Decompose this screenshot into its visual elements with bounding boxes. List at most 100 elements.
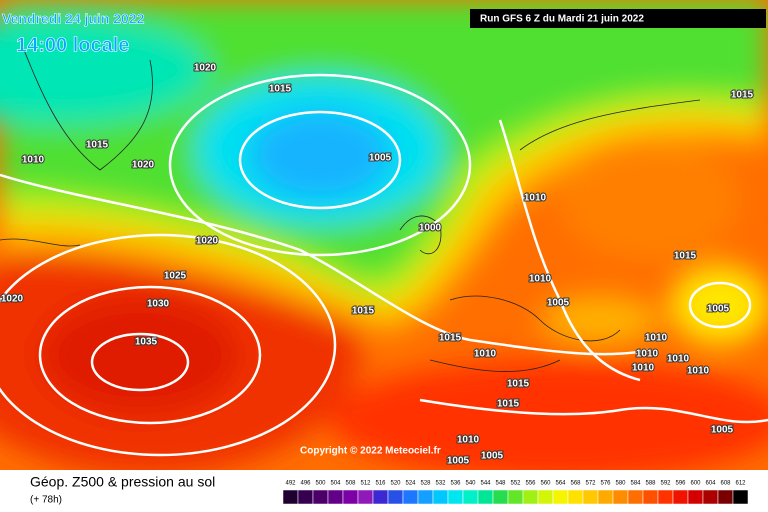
scale-swatch: [507, 489, 524, 505]
isobar-label: 1020: [1, 294, 24, 305]
isobar-label: 1015: [269, 84, 292, 95]
scale-label: 536: [450, 481, 461, 487]
scale-swatch: [417, 489, 434, 505]
isobar-label: 1020: [194, 63, 217, 74]
isobar-label: 1010: [645, 333, 668, 344]
geopotential-field: [0, 0, 768, 480]
scale-label: 588: [645, 481, 656, 487]
isobar-label: 1010: [457, 435, 480, 446]
scale-label: 520: [390, 481, 401, 487]
scale-label: 532: [435, 481, 446, 487]
scale-swatch: [282, 489, 299, 505]
scale-label: 576: [600, 481, 611, 487]
isobar-label: 1005: [447, 456, 470, 467]
scale-swatch: [402, 489, 419, 505]
isobar-label: 1015: [352, 306, 375, 317]
copyright: Copyright © 2022 Meteociel.fr: [300, 446, 441, 457]
scale-label: 500: [315, 481, 326, 487]
isobar-label: 1005: [711, 425, 734, 436]
scale-swatch: [567, 489, 584, 505]
scale-swatch: [582, 489, 599, 505]
scale-label: 568: [570, 481, 581, 487]
scale-label: 504: [330, 481, 341, 487]
isobar-label: 1035: [135, 337, 158, 348]
scale-label: 564: [555, 481, 566, 487]
scale-label: 544: [480, 481, 491, 487]
isobar-label: 1010: [636, 349, 659, 360]
scale-label: 552: [510, 481, 521, 487]
run-box: [470, 9, 766, 28]
isobar-label: 1015: [674, 251, 697, 262]
scale-label: 516: [375, 481, 386, 487]
scale-swatch: [732, 489, 749, 505]
scale-label: 492: [285, 481, 296, 487]
isobar-label: 1010: [524, 193, 547, 204]
isobar-label: 1010: [667, 354, 690, 365]
isobar-label: 1005: [369, 153, 392, 164]
isobar-label: 1015: [731, 90, 754, 101]
forecast-lead: (+ 78h): [30, 495, 62, 506]
scale-label: 560: [540, 481, 551, 487]
scale-swatch: [522, 489, 539, 505]
scale-swatch: [327, 489, 344, 505]
scale-swatch: [372, 489, 389, 505]
scale-swatch: [552, 489, 569, 505]
scale-swatch: [342, 489, 359, 505]
isobar-label: 1025: [164, 271, 187, 282]
scale-swatch: [717, 489, 734, 505]
isobar-label: 1030: [147, 299, 170, 310]
scale-swatch: [477, 489, 494, 505]
scale-label: 580: [615, 481, 626, 487]
isobar-label: 1020: [196, 236, 219, 247]
scale-swatch: [612, 489, 629, 505]
scale-label: 524: [405, 481, 416, 487]
isobar-label: 1010: [632, 363, 655, 374]
isobar-label: 1000: [419, 223, 442, 234]
scale-swatch: [462, 489, 479, 505]
scale-label: 548: [495, 481, 506, 487]
isobar-label: 1010: [529, 274, 552, 285]
run-info: Run GFS 6 Z du Mardi 21 juin 2022: [480, 14, 644, 25]
scale-swatch: [432, 489, 449, 505]
scale-label: 596: [675, 481, 686, 487]
scale-swatch: [492, 489, 509, 505]
scale-label: 612: [735, 481, 746, 487]
scale-swatch: [597, 489, 614, 505]
scale-swatch: [642, 489, 659, 505]
scale-swatch: [687, 489, 704, 505]
scale-label: 592: [660, 481, 671, 487]
isobar-label: 1005: [547, 298, 570, 309]
valid-time: 14:00 locale: [16, 34, 129, 56]
valid-date: Vendredi 24 juin 2022: [2, 11, 145, 27]
scale-label: 600: [690, 481, 701, 487]
legend-title: Géop. Z500 & pression au sol: [30, 474, 215, 490]
scale-label: 584: [630, 481, 641, 487]
isobar-label: 1015: [507, 379, 530, 390]
scale-label: 556: [525, 481, 536, 487]
scale-swatch: [537, 489, 554, 505]
scale-swatch: [702, 489, 719, 505]
isobar-label: 1005: [707, 304, 730, 315]
scale-label: 608: [720, 481, 731, 487]
isobar-label: 1010: [687, 366, 710, 377]
scale-swatch: [357, 489, 374, 505]
isobar-label: 1020: [132, 160, 155, 171]
isobar-label: 1015: [86, 140, 109, 151]
scale-swatch: [447, 489, 464, 505]
scale-swatch: [297, 489, 314, 505]
isobar-label: 1010: [22, 155, 45, 166]
scale-swatch: [312, 489, 329, 505]
scale-label: 604: [705, 481, 716, 487]
scale-label: 512: [360, 481, 371, 487]
scale-label: 496: [300, 481, 311, 487]
scale-label: 540: [465, 481, 476, 487]
scale-swatch: [387, 489, 404, 505]
scale-label: 572: [585, 481, 596, 487]
scale-label: 508: [345, 481, 356, 487]
isobar-label: 1010: [474, 349, 497, 360]
isobar-label: 1015: [497, 399, 520, 410]
isobar-label: 1015: [439, 333, 462, 344]
scale-label: 528: [420, 481, 431, 487]
